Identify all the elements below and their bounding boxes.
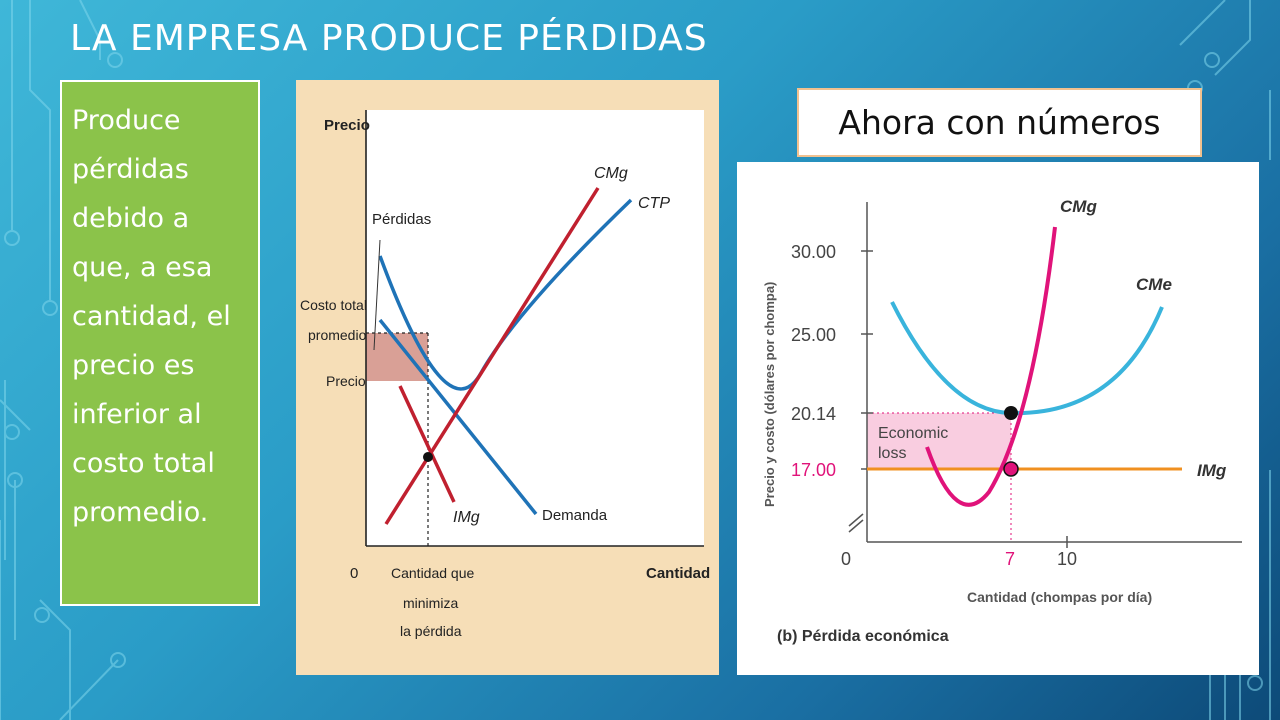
mr-point [1003,461,1019,477]
img-label: IMg [1197,461,1227,480]
economic-loss-area [867,413,1011,469]
explanation-box: Produce pérdidas debido a que, a esa can… [60,80,260,606]
axis-break-1 [848,513,864,527]
x-tick-7: 7 [1005,549,1015,569]
x-tick-0: 0 [841,549,851,569]
demand-label: Demanda [542,507,608,524]
x-axis-label: Cantidad (chompas por día) [967,589,1152,605]
cme-label: CMe [1136,275,1172,294]
y-tick-17: 17.00 [791,460,836,480]
right-diagram: 30.00 25.00 20.14 17.00 0 7 10 CMg CMe I… [762,197,1242,645]
img-curve [398,385,456,503]
cmg-curve [925,226,1057,507]
cmg-label: CMg [594,165,628,182]
y-tick-2014: 20.14 [791,404,836,424]
ac-point [1004,406,1018,420]
quantity-label-line3: la pérdida [400,623,462,639]
loss-label-line1: Economic [878,425,948,442]
img-label: IMg [453,509,480,526]
numbers-label: Ahora con números [797,88,1202,157]
diagram-caption: (b) Pérdida económica [777,628,949,645]
origin-label: 0 [350,565,358,582]
slide-title: LA EMPRESA PRODUCE PÉRDIDAS [70,18,708,59]
x-axis-label: Cantidad [646,565,710,582]
right-diagram-panel: 30.00 25.00 20.14 17.00 0 7 10 CMg CMe I… [737,162,1259,675]
losses-label: Pérdidas [372,211,431,228]
y-tick-30: 30.00 [791,242,836,262]
atc-label-line1: Costo total [300,297,367,313]
demand-curve [378,318,538,516]
quantity-label-line2: minimiza [403,595,458,611]
plot-area [366,110,704,546]
losses-pointer [373,239,381,351]
loss-label-line2: loss [878,445,906,462]
x-tick-10: 10 [1057,549,1077,569]
y-axis-label: Precio y costo (dólares por chompa) [762,282,777,507]
y-tick-25: 25.00 [791,325,836,345]
axis-break-2 [848,519,864,533]
left-diagram-panel: Precio Cantidad 0 CMg CTP IMg Demanda Pé… [296,80,719,675]
ctp-label: CTP [638,195,670,212]
y-axis-label: Precio [324,117,370,134]
price-label: Precio [326,373,366,389]
cmg-label: CMg [1060,197,1097,216]
cmg-curve [384,187,600,525]
quantity-label-line1: Cantidad que [391,565,475,581]
optimum-point [423,452,433,462]
left-diagram: Precio Cantidad 0 CMg CTP IMg Demanda Pé… [300,110,710,639]
atc-label-line2: promedio [308,327,367,343]
